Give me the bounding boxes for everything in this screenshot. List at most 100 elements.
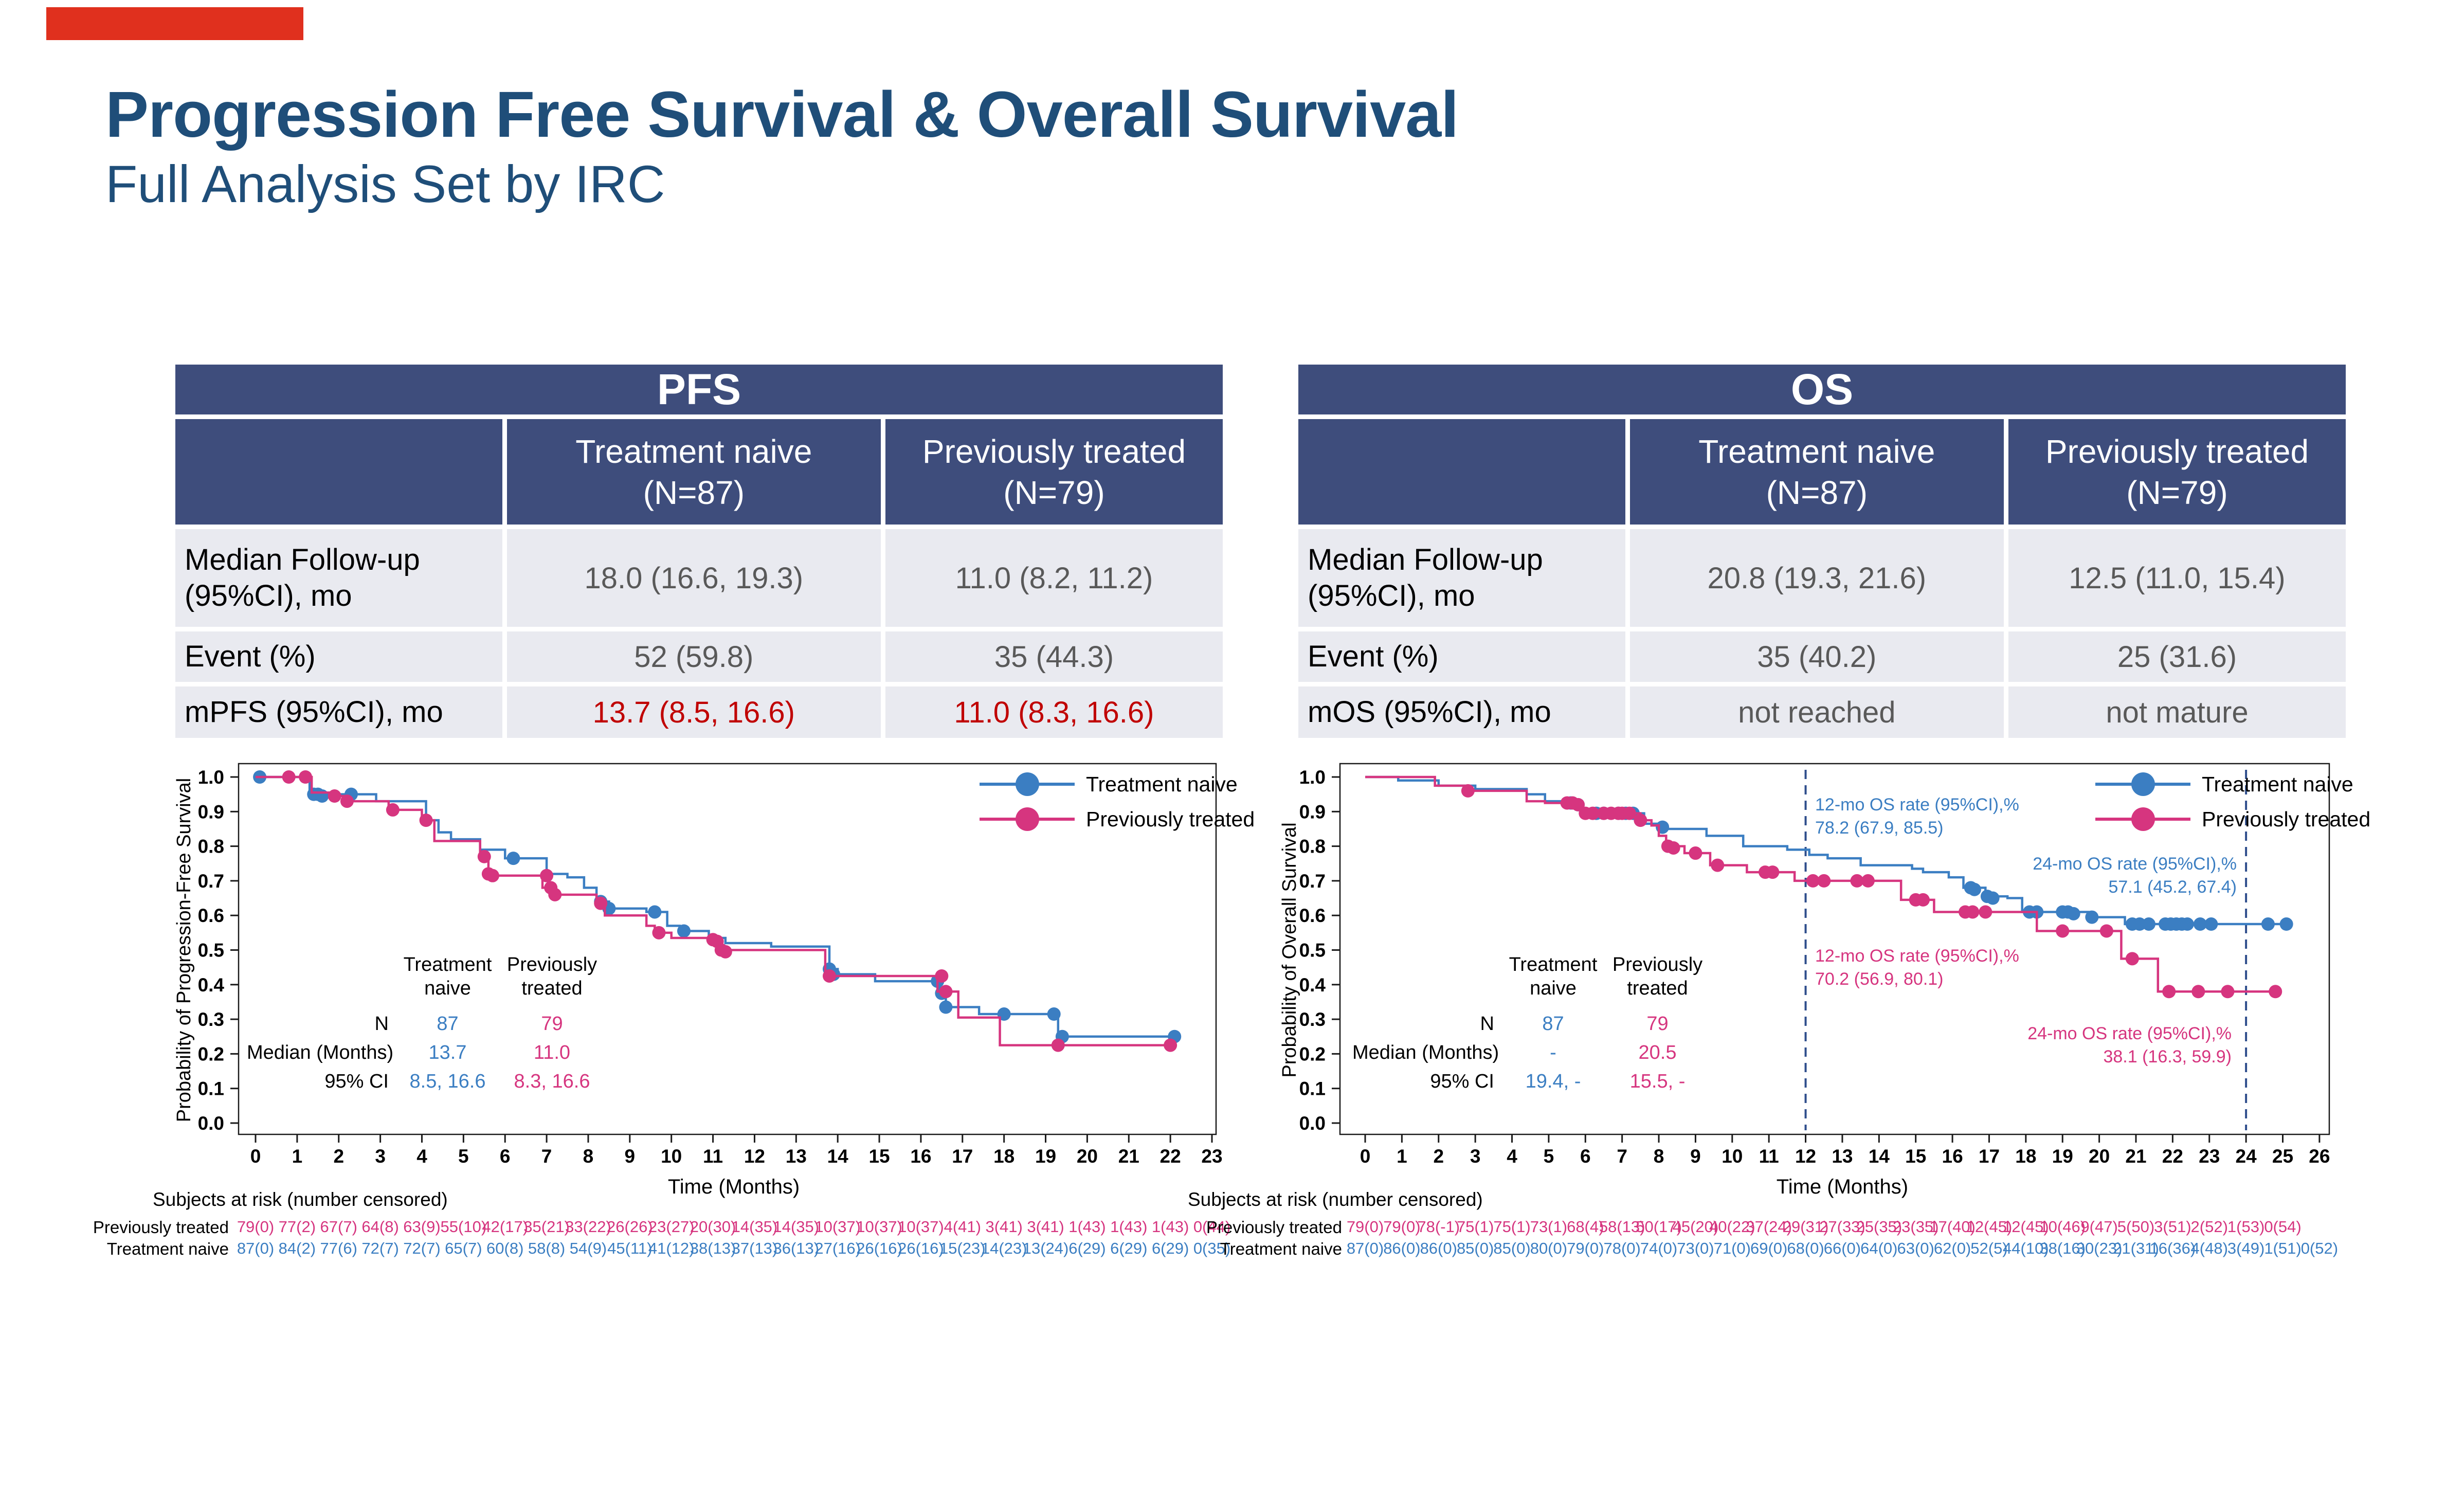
pfs-table-title: PFS (175, 365, 1223, 414)
svg-text:21: 21 (1118, 1146, 1139, 1167)
svg-text:0.5: 0.5 (198, 940, 224, 961)
svg-text:17: 17 (1979, 1146, 2000, 1167)
os-empty-header (1298, 419, 1625, 525)
svg-text:2: 2 (333, 1146, 344, 1167)
svg-text:Probability of Overall Surviva: Probability of Overall Survival (1280, 822, 1300, 1077)
naive-line-swatch (2095, 772, 2190, 796)
pfs-row-label: Event (%) (175, 631, 502, 682)
svg-text:24: 24 (2236, 1146, 2257, 1167)
os-row-label: Event (%) (1298, 631, 1625, 682)
svg-text:0.4: 0.4 (198, 974, 225, 996)
svg-text:0.1: 0.1 (198, 1078, 224, 1099)
treated-dot-icon (1015, 807, 1039, 831)
os-table-title: OS (1298, 365, 2346, 414)
svg-text:0.7: 0.7 (1299, 871, 1326, 892)
treated-line-swatch (980, 807, 1075, 831)
svg-text:0.0: 0.0 (198, 1113, 224, 1134)
svg-text:14: 14 (827, 1146, 849, 1167)
svg-text:0.5: 0.5 (1299, 940, 1326, 961)
pfs-km-chart: 0.0 0.1 0.2 0.3 0.4 0.5 0.6 0.7 0.8 0.9 1.0 0 1 2 3 4 5 6… (175, 758, 1255, 1211)
pfs-col-treated: Previously treated (N=79) (885, 419, 1223, 525)
svg-text:0.8: 0.8 (198, 836, 224, 857)
svg-text:11: 11 (1759, 1146, 1779, 1167)
svg-text:11: 11 (703, 1146, 723, 1167)
svg-text:20: 20 (1077, 1146, 1098, 1167)
svg-text:9: 9 (1690, 1146, 1701, 1167)
os-col-naive: Treatment naive (N=87) (1629, 419, 2004, 525)
pfs-cell: 11.0 (8.2, 11.2) (885, 529, 1223, 627)
legend-item-treated: Previously treated (980, 802, 1255, 837)
svg-text:4: 4 (1507, 1146, 1517, 1167)
pfs-at-risk-caption: Subjects at risk (number censored) (153, 1189, 448, 1210)
os-row-label: Median Follow-up (95%CI), mo (1298, 529, 1625, 627)
svg-text:Time (Months): Time (Months) (668, 1176, 800, 1198)
os-cell: not mature (2008, 686, 2346, 738)
pfs-cell: 13.7 (8.5, 16.6) (506, 686, 881, 738)
svg-text:0.4: 0.4 (1299, 974, 1326, 996)
os-col-treated: Previously treated (N=79) (2008, 419, 2346, 525)
svg-text:0.2: 0.2 (1299, 1043, 1326, 1064)
os-km-plot: 0.00.10.20.30.40.50.60.70.80.91.00 1 2 3 4 5 6… (1280, 763, 2330, 1198)
svg-text:16: 16 (1942, 1146, 1963, 1167)
svg-text:19: 19 (1035, 1146, 1056, 1167)
svg-text:6: 6 (500, 1146, 511, 1167)
svg-text:14: 14 (1869, 1146, 1890, 1167)
pfs-col-naive: Treatment naive (N=87) (506, 419, 881, 525)
os-at-risk-row-naive: 87(0) 86(0) 86(0) 85(0) 85(0) 80(0) 79(0) 78(0)… (1346, 1239, 2339, 1257)
svg-text:1.0: 1.0 (1299, 767, 1326, 788)
svg-text:1: 1 (292, 1146, 303, 1167)
svg-text:6: 6 (1580, 1146, 1591, 1167)
pfs-cell: 35 (44.3) (885, 631, 1223, 682)
svg-text:0: 0 (1360, 1146, 1371, 1167)
pfs-at-risk-label-treated: Previously treated (93, 1218, 229, 1237)
svg-text:12: 12 (1795, 1146, 1816, 1167)
svg-text:4: 4 (416, 1146, 427, 1167)
legend-item-naive: Treatment naive (2095, 767, 2370, 802)
svg-text:0.9: 0.9 (198, 801, 224, 822)
os-at-risk-label-naive: Treatment naive (1220, 1239, 1342, 1258)
svg-text:0.1: 0.1 (1299, 1078, 1326, 1099)
svg-text:15: 15 (868, 1146, 890, 1167)
legend-item-treated: Previously treated (2095, 802, 2370, 837)
pfs-stats-inset: Treatment naive Previously treated N 87 79… (247, 954, 597, 1092)
svg-text:19: 19 (2052, 1146, 2073, 1167)
svg-text:2: 2 (1433, 1146, 1444, 1167)
svg-text:8: 8 (583, 1146, 594, 1167)
os-cell: 20.8 (19.3, 21.6) (1629, 529, 2004, 627)
svg-text:3: 3 (375, 1146, 386, 1167)
svg-text:0.6: 0.6 (198, 905, 224, 926)
svg-text:12: 12 (744, 1146, 765, 1167)
os-cell: 25 (31.6) (2008, 631, 2346, 682)
svg-text:9: 9 (625, 1146, 636, 1167)
os-annotation-12mo-naive: 12-mo OS rate (95%CI),% 78.2 (67.9, 85.5… (1815, 795, 2019, 838)
svg-text:0.3: 0.3 (1299, 1009, 1326, 1030)
svg-text:17: 17 (952, 1146, 973, 1167)
svg-text:5: 5 (1544, 1146, 1554, 1167)
svg-text:10: 10 (1722, 1146, 1743, 1167)
treated-line-swatch (2095, 807, 2190, 831)
pfs-at-risk-row-treated: 79(0) 77(2) 67(7) 64(8) 63(9) 55(10) 42(17) 35(… (237, 1218, 1231, 1236)
os-km-chart: 0.0 0.1 0.2 0.3 0.4 0.5 0.6 0.7 0.8 0.9 1.0 0 1 2 3 4 5 6… (1280, 758, 2448, 1211)
os-cell: 35 (40.2) (1629, 631, 2004, 682)
svg-text:18: 18 (993, 1146, 1014, 1167)
svg-text:7: 7 (541, 1146, 552, 1167)
svg-text:0.6: 0.6 (1299, 905, 1326, 926)
os-row-label: mOS (95%CI), mo (1298, 686, 1625, 738)
legend-item-naive: Treatment naive (980, 767, 1255, 802)
svg-text:0: 0 (250, 1146, 261, 1167)
svg-text:0.3: 0.3 (198, 1009, 224, 1030)
pfs-summary-table: PFS Treatment naive (N=87) Previously tre… (171, 360, 1227, 743)
pfs-cell: 18.0 (16.6, 19.3) (506, 529, 881, 627)
svg-text:1.0: 1.0 (198, 767, 224, 788)
pfs-at-risk-row-naive: 87(0) 84(2) 77(6) 72(7) 72(7) 65(7) 60(8) 58(8)… (237, 1239, 1231, 1257)
svg-text:20: 20 (2089, 1146, 2110, 1167)
pfs-cell: 52 (59.8) (506, 631, 881, 682)
treated-dot-icon (2131, 807, 2155, 831)
svg-text:22: 22 (1160, 1146, 1181, 1167)
os-annotation-24mo-naive: 24-mo OS rate (95%CI),% 57.1 (45.2, 67.4… (2033, 854, 2237, 897)
svg-text:10: 10 (661, 1146, 682, 1167)
svg-text:18: 18 (2015, 1146, 2036, 1167)
svg-text:16: 16 (910, 1146, 931, 1167)
svg-text:26: 26 (2309, 1146, 2330, 1167)
